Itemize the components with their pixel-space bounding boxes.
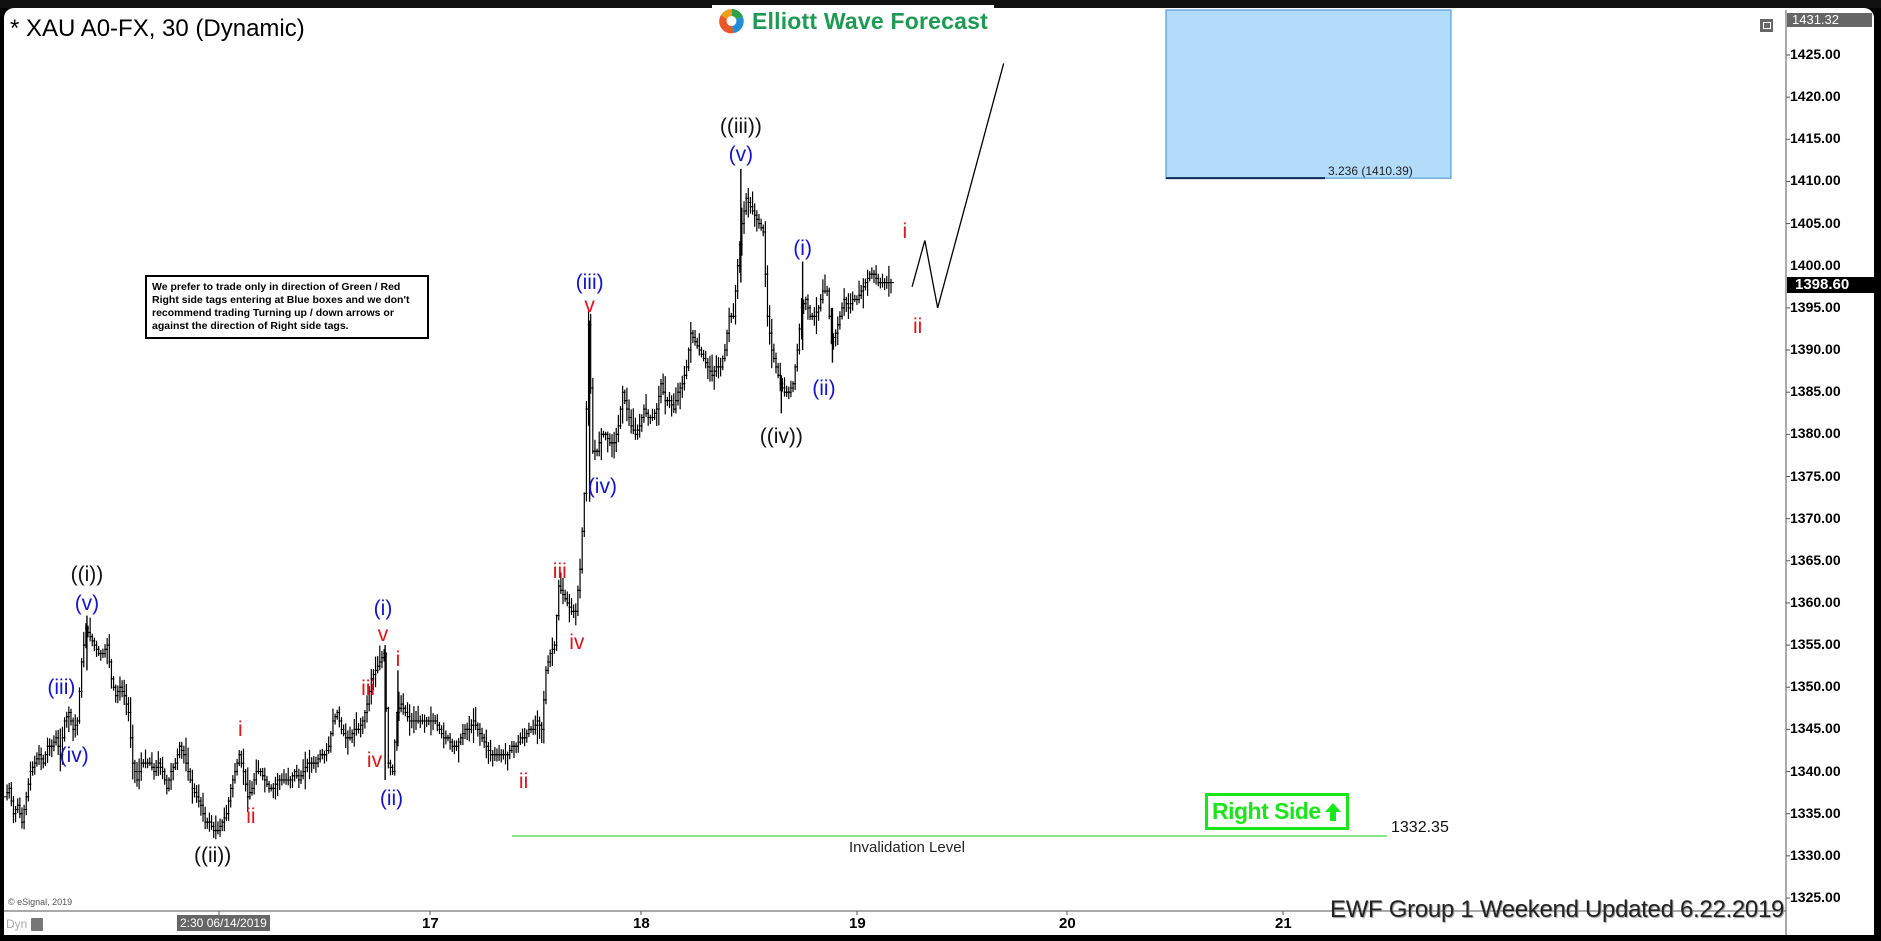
price-tick-label: 1395.00 (1790, 298, 1841, 315)
wave-label: i (395, 648, 401, 671)
chart-axes (4, 10, 1790, 935)
ewf-logo: Elliott Wave Forecast (712, 5, 994, 37)
restore-window-icon[interactable] (1760, 19, 1773, 32)
lock-icon[interactable] (31, 917, 44, 931)
fib-extension-label: 3.236 (1410.39) (1328, 164, 1413, 178)
wave-label: i (902, 220, 908, 243)
price-tick-label: 1345.00 (1790, 720, 1841, 737)
wave-label: (ii) (379, 787, 404, 810)
invalidation-line: Invalidation Level 1332.35 (512, 819, 1449, 856)
window-top-bar (0, 0, 1881, 8)
price-tick-label: 1405.00 (1790, 214, 1841, 231)
right-side-label: Right Side (1212, 798, 1321, 824)
wave-label: iii (361, 677, 376, 700)
wave-label: (i) (793, 237, 812, 260)
price-tick-label: 1355.00 (1790, 636, 1841, 653)
price-tick-label: 1360.00 (1790, 593, 1841, 610)
price-tick-label: 1415.00 (1790, 130, 1841, 147)
dyn-label: Dyn (6, 917, 28, 931)
esignal-copyright: © eSignal, 2019 (8, 897, 73, 907)
price-tick-label: 1335.00 (1790, 804, 1841, 821)
price-tick-label: 1370.00 (1790, 509, 1841, 526)
top-price-tag: 1431.32 (1787, 13, 1872, 27)
wave-label: ((iv)) (759, 425, 803, 448)
arrow-up-icon (1324, 802, 1341, 821)
wave-label: iii (552, 560, 567, 583)
price-tick-label: 1340.00 (1790, 762, 1841, 779)
chart-window (4, 8, 1874, 935)
ewf-logo-text: Elliott Wave Forecast (752, 7, 988, 34)
wave-label: v (377, 623, 389, 646)
price-tick-label: 1325.00 (1790, 889, 1841, 905)
wave-label: (iv) (587, 475, 617, 498)
price-tick-label: 1390.00 (1790, 341, 1841, 358)
price-tick-label: 1375.00 (1790, 467, 1841, 484)
wave-label: ii (246, 805, 256, 828)
time-tick-label: 20 (1059, 915, 1076, 932)
wave-label: v (584, 294, 595, 317)
chart-title: * XAU A0-FX, 30 (Dynamic) (10, 15, 305, 42)
price-tick-label: 1420.00 (1790, 88, 1841, 105)
wave-label: ((iii)) (719, 115, 762, 138)
time-cursor-badge: 2:30 06/14/2019 (177, 915, 270, 931)
price-tick-label: 1365.00 (1790, 551, 1841, 568)
dyn-control[interactable]: Dyn (6, 917, 44, 931)
wave-label: ((ii)) (193, 844, 232, 867)
time-tick-label: 19 (849, 915, 866, 932)
wave-label: iv (569, 631, 585, 654)
wave-label: (ii) (812, 377, 836, 400)
wave-label: (iv) (59, 744, 89, 767)
price-tick-label: 1400.00 (1790, 256, 1841, 273)
time-tick-label: 18 (633, 915, 650, 932)
trading-disclaimer: We prefer to trade only in direction of … (145, 275, 429, 339)
wave-label: (v) (728, 143, 754, 166)
wave-label: (v) (74, 592, 100, 615)
invalidation-level-label: Invalidation Level (849, 839, 965, 856)
wave-label: (i) (373, 597, 393, 620)
blue-box-target-zone: 3.236 (1410.39) (1165, 9, 1452, 180)
price-tick-label: 1330.00 (1790, 846, 1841, 863)
projection-path (911, 63, 1005, 309)
wave-label: (iii) (47, 676, 76, 699)
wave-label: i (237, 718, 243, 741)
wave-label: iv (366, 749, 383, 772)
wave-label: ii (912, 315, 923, 338)
price-tick-label: 1410.00 (1790, 172, 1841, 189)
price-tick-label: 1425.00 (1790, 46, 1841, 62)
time-tick-label: 17 (422, 915, 439, 932)
wave-label: ii (518, 770, 529, 793)
ewf-logo-icon (719, 8, 744, 34)
price-tick-label: 1350.00 (1790, 678, 1841, 695)
right-side-tag: Right Side (1205, 793, 1349, 830)
wave-label: (iii) (575, 271, 604, 294)
price-tick-label: 1385.00 (1790, 383, 1841, 400)
time-tick-label: 21 (1275, 915, 1292, 932)
wave-label: ((i)) (70, 563, 104, 586)
invalidation-value-label: 1332.35 (1391, 819, 1449, 836)
update-note: EWF Group 1 Weekend Updated 6.22.2019 (1330, 896, 1785, 923)
current-price-tag: 1398.60 (1787, 277, 1875, 293)
ohlc-bars (4, 168, 895, 840)
price-tick-label: 1380.00 (1790, 425, 1841, 442)
